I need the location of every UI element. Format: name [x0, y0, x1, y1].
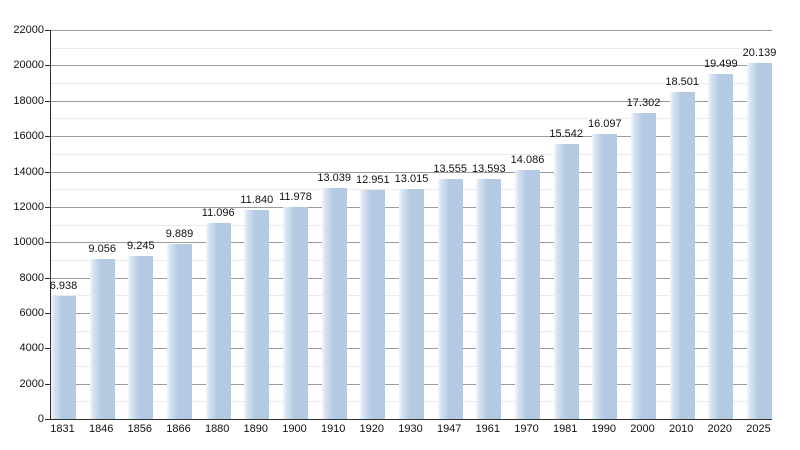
bar-value-label: 14.086 [510, 153, 545, 166]
y-axis-tick [45, 30, 50, 31]
gridline-minor [51, 83, 772, 84]
bar-value-label: 15.542 [549, 128, 584, 141]
x-axis-label: 1947 [436, 423, 462, 435]
x-axis-label: 1930 [398, 423, 423, 435]
bar-value-label: 9.056 [88, 242, 116, 255]
bar-value-label: 12.951 [355, 174, 390, 186]
bar-1930 [399, 188, 424, 419]
y-axis-tick [45, 136, 50, 138]
bar-value-label: 11.840 [240, 193, 274, 206]
bar-1961 [476, 178, 502, 419]
bar-1900 [283, 207, 308, 419]
y-axis-tick-label: 6000 [19, 306, 44, 319]
gridline-major [51, 171, 772, 173]
gridline-major [51, 30, 772, 31]
x-axis-label: 1981 [552, 423, 578, 435]
x-axis-label: 2020 [707, 423, 733, 435]
x-axis-label: 1990 [591, 423, 617, 435]
bar-2020 [708, 74, 734, 419]
bar-2010 [669, 91, 695, 419]
x-axis-label: 1880 [204, 423, 230, 435]
y-axis-tick-label: 14000 [13, 165, 44, 178]
y-axis-tick-label: 0 [37, 413, 44, 425]
bar-1970 [515, 169, 540, 419]
x-axis-label: 2025 [746, 423, 771, 435]
y-axis-tick-label: 20000 [13, 59, 44, 72]
bar-1947 [437, 179, 463, 419]
x-axis-label: 1856 [127, 423, 153, 435]
bar-1981 [553, 144, 579, 419]
bar-value-label: 13.555 [433, 163, 468, 176]
bar-value-label: 20.139 [742, 46, 777, 59]
y-axis-tick [45, 419, 50, 420]
bar-value-label: 13.015 [394, 172, 429, 185]
gridline-minor [51, 153, 772, 155]
bar-value-label: 17.302 [626, 97, 661, 110]
y-axis-tick-label: 10000 [13, 236, 44, 249]
bar-1990 [592, 134, 618, 419]
x-axis-label: 1900 [282, 423, 307, 435]
x-axis-label: 1831 [50, 423, 75, 435]
bar-1846 [89, 258, 115, 419]
y-axis-tick [45, 171, 50, 173]
x-axis-label: 1970 [514, 423, 539, 435]
y-axis-tick-label: 18000 [13, 94, 44, 107]
x-axis-label: 1890 [243, 423, 269, 435]
y-axis-tick [45, 383, 50, 385]
y-axis-tick [45, 348, 50, 350]
gridline-major [51, 100, 772, 102]
y-axis-tick-label: 22000 [13, 24, 44, 36]
bar-value-label: 9.245 [127, 239, 155, 252]
bar-value-label: 16.097 [587, 118, 622, 131]
bar-value-label: 18.501 [665, 75, 700, 88]
bar-value-label: 9.889 [165, 228, 194, 241]
bar-1831 [51, 296, 76, 419]
x-axis-label: 2010 [668, 423, 694, 435]
gridline-minor [51, 47, 772, 49]
y-axis-tick-label: 4000 [19, 342, 44, 355]
x-axis-label: 1920 [359, 423, 385, 435]
x-axis-label: 2000 [630, 423, 655, 435]
bar-value-label: 13.039 [317, 172, 352, 185]
bar-2000 [631, 113, 656, 419]
bar-1920 [360, 190, 386, 419]
gridline-minor [51, 118, 772, 120]
y-axis-tick [45, 65, 50, 67]
x-axis-label: 1846 [88, 423, 114, 435]
y-axis-tick [45, 312, 50, 314]
plot-area: 6.938 9.056 9.245 9.889 11.096 11.840 11.978 13… [49, 30, 776, 420]
bar-1890 [244, 209, 270, 419]
y-axis-tick-label: 16000 [13, 130, 44, 143]
bar-value-label: 19.499 [703, 58, 738, 71]
y-axis-tick-label: 8000 [19, 271, 44, 284]
bar-value-label: 13.593 [471, 162, 506, 175]
x-axis-label: 1961 [475, 423, 501, 435]
bar-1910 [321, 188, 347, 419]
y-axis-tick [45, 242, 50, 244]
bar-value-label: 11.978 [279, 191, 312, 204]
bar-value-label: 11.096 [201, 206, 235, 219]
gridline-major [51, 136, 772, 138]
bar-1880 [205, 222, 231, 419]
x-axis-label: 1866 [166, 423, 191, 435]
x-axis-label: 1910 [320, 423, 346, 435]
bar-1866 [167, 244, 192, 419]
y-axis-tick-label: 2000 [19, 377, 44, 390]
y-axis-tick-label: 12000 [13, 200, 44, 213]
bar-1856 [128, 255, 154, 419]
bar-2025 [747, 62, 772, 419]
y-axis-tick [45, 277, 50, 279]
bar-value-label: 6.938 [49, 280, 78, 293]
y-axis-tick [45, 100, 50, 102]
gridline-major [51, 65, 772, 67]
y-axis-tick [45, 206, 50, 208]
